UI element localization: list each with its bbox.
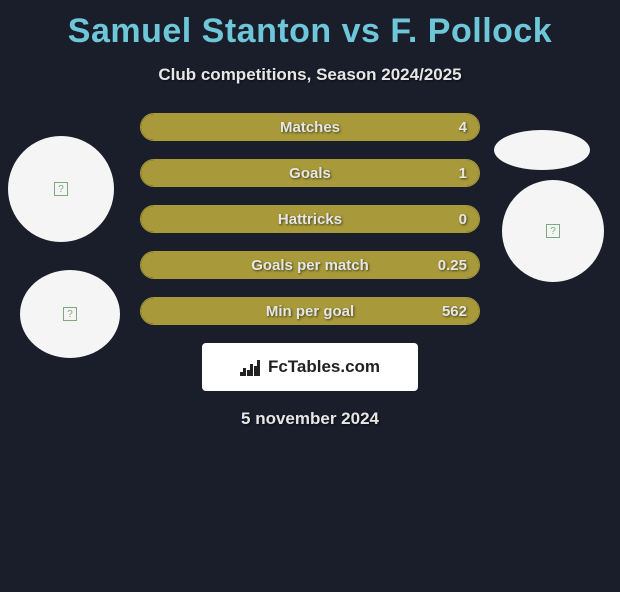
page-title: Samuel Stanton vs F. Pollock [0,12,620,51]
stat-label: Min per goal [141,298,479,325]
player-right-avatar-1 [494,130,590,170]
stat-label: Goals per match [141,252,479,279]
player-left-avatar-2: ? [20,270,120,358]
player-left-avatar-1: ? [8,136,114,242]
stat-label: Goals [141,160,479,187]
site-logo[interactable]: FcTables.com [202,343,418,391]
logo-text: FcTables.com [268,357,380,377]
stat-value: 562 [442,298,467,325]
image-placeholder-icon: ? [54,182,68,196]
stat-bar: Goals per match 0.25 [140,251,480,279]
logo-chart-icon [240,358,262,376]
stat-value: 4 [459,114,467,141]
stat-bar: Matches 4 [140,113,480,141]
image-placeholder-icon: ? [63,307,77,321]
player-right-avatar-2: ? [502,180,604,282]
stat-value: 1 [459,160,467,187]
subtitle-text: Club competitions, Season 2024/2025 [0,65,620,85]
stat-bar: Goals 1 [140,159,480,187]
image-placeholder-icon: ? [546,224,560,238]
stat-label: Matches [141,114,479,141]
stat-bar: Hattricks 0 [140,205,480,233]
stat-label: Hattricks [141,206,479,233]
stats-container: Matches 4 Goals 1 Hattricks 0 Goals per … [140,113,480,325]
stat-bar: Min per goal 562 [140,297,480,325]
stat-value: 0.25 [438,252,467,279]
date-text: 5 november 2024 [0,409,620,429]
stat-value: 0 [459,206,467,233]
